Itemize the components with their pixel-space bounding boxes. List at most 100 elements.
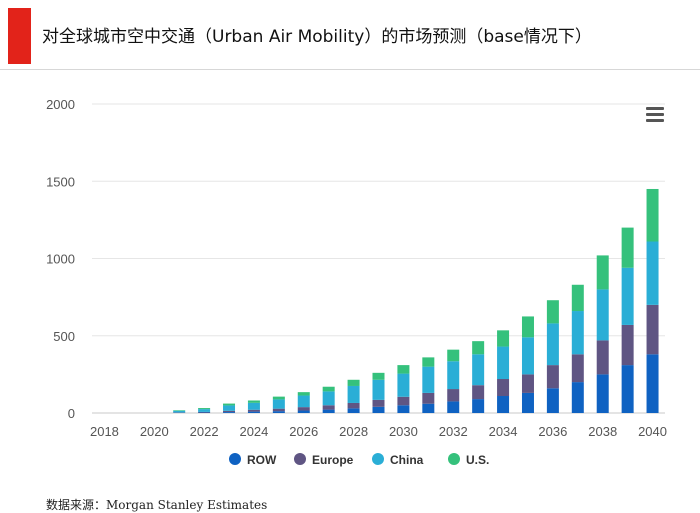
bar-segment-europe bbox=[522, 374, 534, 393]
legend-label: ROW bbox=[247, 453, 277, 467]
bar-segment-row bbox=[273, 411, 285, 413]
y-tick-label: 2000 bbox=[46, 97, 75, 112]
bar-segment-us bbox=[447, 350, 459, 362]
bar-segment-us bbox=[497, 330, 509, 346]
bar-segment-row bbox=[472, 399, 484, 413]
x-tick-label: 2032 bbox=[439, 424, 468, 439]
page-title: 对全球城市空中交通（Urban Air Mobility）的市场预测（base情… bbox=[42, 22, 592, 47]
x-tick-label: 2026 bbox=[289, 424, 318, 439]
bar-segment-us bbox=[173, 410, 185, 411]
bar-segment-us bbox=[472, 341, 484, 354]
legend-label: U.S. bbox=[466, 453, 489, 467]
bar-segment-china bbox=[323, 391, 335, 405]
bar-segment-us bbox=[373, 373, 385, 380]
x-tick-label: 2018 bbox=[90, 424, 119, 439]
legend-marker bbox=[294, 453, 306, 465]
bar-segment-us bbox=[323, 387, 335, 392]
bar-segment-us bbox=[572, 285, 584, 311]
bar-segment-china bbox=[597, 289, 609, 340]
bar-segment-row bbox=[447, 401, 459, 413]
bar-segment-us bbox=[622, 228, 634, 268]
bar-segment-europe bbox=[273, 409, 285, 411]
bar-segment-us bbox=[298, 392, 310, 395]
bar-segment-europe bbox=[497, 379, 509, 396]
bar-segment-us bbox=[397, 365, 409, 373]
x-tick-label: 2030 bbox=[389, 424, 418, 439]
bar-segment-us bbox=[223, 404, 235, 406]
bar-segment-us bbox=[522, 316, 534, 337]
bar-segment-europe bbox=[223, 411, 235, 412]
bar-segment-row bbox=[223, 412, 235, 413]
bar-segment-row bbox=[373, 407, 385, 413]
bar-segment-row bbox=[547, 388, 559, 413]
bar-segment-europe bbox=[597, 340, 609, 374]
bar-segment-europe bbox=[298, 407, 310, 410]
bar-segment-china bbox=[348, 386, 360, 403]
bar-segment-china bbox=[472, 354, 484, 385]
bar-segment-row bbox=[397, 405, 409, 413]
bar-segment-row bbox=[348, 408, 360, 413]
bar-segment-row bbox=[298, 411, 310, 413]
source-note: 数据来源：Morgan Stanley Estimates bbox=[46, 496, 267, 513]
bar-segment-china bbox=[273, 399, 285, 408]
x-tick-label: 2028 bbox=[339, 424, 368, 439]
bar-segment-china bbox=[572, 311, 584, 354]
title-bar: 对全球城市空中交通（Urban Air Mobility）的市场预测（base情… bbox=[0, 0, 700, 70]
legend-label: China bbox=[390, 453, 424, 467]
bar-segment-europe bbox=[348, 403, 360, 408]
bar-segment-china bbox=[298, 396, 310, 408]
bar-segment-us bbox=[647, 189, 659, 242]
y-tick-label: 1500 bbox=[46, 174, 75, 189]
legend-marker bbox=[448, 453, 460, 465]
legend-marker bbox=[372, 453, 384, 465]
bar-segment-us bbox=[273, 397, 285, 400]
bar-segment-row bbox=[597, 374, 609, 413]
accent-bar bbox=[8, 8, 31, 64]
bar-segment-row bbox=[323, 410, 335, 413]
bar-segment-europe bbox=[397, 397, 409, 405]
bar-segment-china bbox=[647, 242, 659, 305]
x-tick-label: 2038 bbox=[588, 424, 617, 439]
bar-segment-china bbox=[447, 361, 459, 389]
bar-segment-europe bbox=[622, 325, 634, 365]
bar-segment-europe bbox=[198, 412, 210, 413]
bar-segment-china bbox=[223, 405, 235, 410]
x-tick-label: 2036 bbox=[538, 424, 567, 439]
y-tick-label: 500 bbox=[53, 329, 75, 344]
bar-segment-china bbox=[198, 409, 210, 412]
bar-segment-europe bbox=[472, 385, 484, 399]
bar-segment-us bbox=[248, 400, 260, 402]
bar-segment-europe bbox=[323, 405, 335, 409]
legend-label: Europe bbox=[312, 453, 354, 467]
bar-segment-china bbox=[547, 323, 559, 365]
bar-segment-china bbox=[622, 268, 634, 325]
y-tick-label: 1000 bbox=[46, 252, 75, 267]
bar-segment-china bbox=[248, 403, 260, 410]
bar-segment-china bbox=[422, 367, 434, 393]
bar-segment-us bbox=[547, 300, 559, 323]
bar-segment-china bbox=[173, 411, 185, 413]
x-tick-label: 2024 bbox=[239, 424, 268, 439]
bar-segment-row bbox=[422, 404, 434, 413]
x-tick-label: 2022 bbox=[190, 424, 219, 439]
bar-segment-row bbox=[497, 396, 509, 413]
bar-segment-row bbox=[647, 354, 659, 413]
bar-segment-china bbox=[522, 337, 534, 374]
bar-segment-china bbox=[497, 347, 509, 379]
bar-segment-europe bbox=[547, 365, 559, 388]
bar-segment-us bbox=[348, 380, 360, 386]
bar-segment-europe bbox=[572, 354, 584, 382]
bar-segment-row bbox=[622, 365, 634, 413]
legend-marker bbox=[229, 453, 241, 465]
x-tick-label: 2020 bbox=[140, 424, 169, 439]
bar-segment-europe bbox=[248, 410, 260, 412]
bar-segment-china bbox=[373, 380, 385, 400]
bar-segment-china bbox=[397, 374, 409, 397]
x-tick-label: 2040 bbox=[638, 424, 667, 439]
bar-segment-row bbox=[248, 412, 260, 413]
bar-segment-us bbox=[422, 357, 434, 366]
x-tick-label: 2034 bbox=[489, 424, 518, 439]
bar-segment-europe bbox=[373, 400, 385, 407]
bar-segment-row bbox=[572, 382, 584, 413]
